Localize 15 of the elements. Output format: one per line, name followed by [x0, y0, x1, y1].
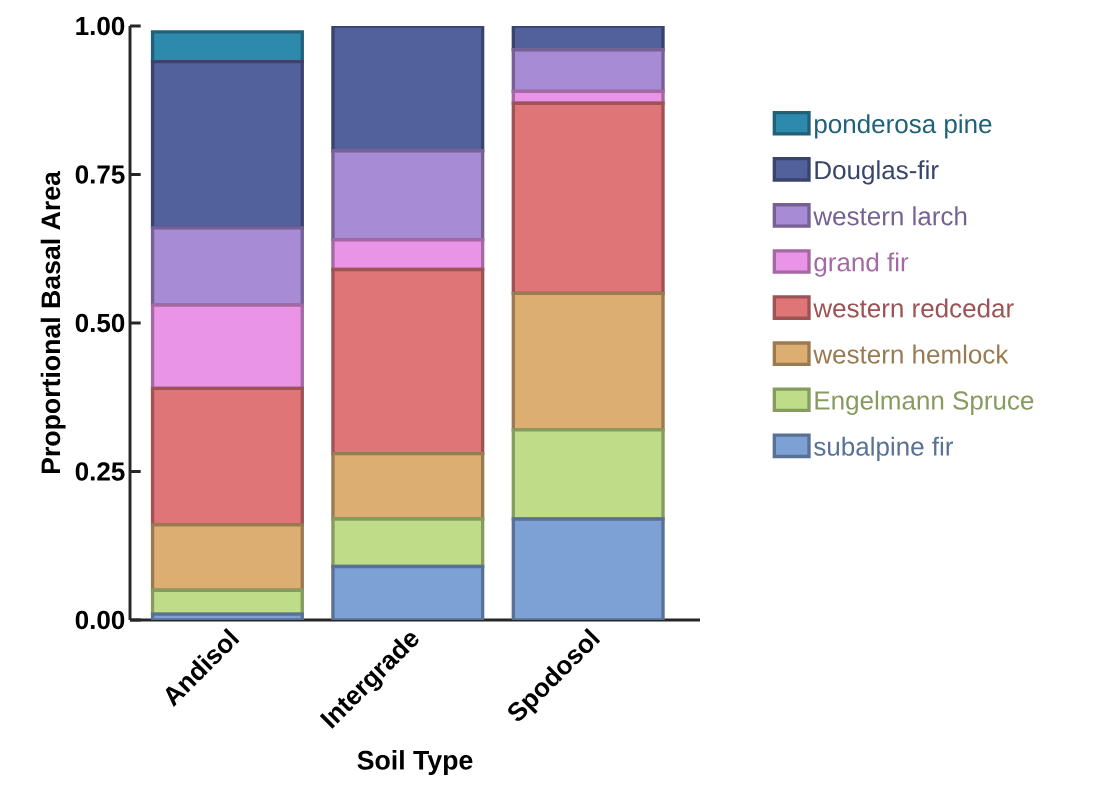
- y-tick-label: 0.75: [75, 165, 125, 184]
- x-axis-title: Soil Type: [357, 750, 473, 775]
- legend-label: grand fir: [814, 252, 909, 277]
- legend-label: western hemlock: [813, 344, 1009, 364]
- y-tick-label: 0.25: [75, 462, 125, 481]
- legend-label: Douglas-fir: [815, 160, 939, 185]
- y-tick-label: 1.00: [76, 16, 125, 36]
- legend-label: western redcedar: [813, 298, 1014, 318]
- legend-label: subalpine fir: [814, 436, 954, 461]
- y-axis-title: Proportional Basal Area: [40, 170, 66, 474]
- legend-label: Engelmann Spruce: [815, 390, 1034, 415]
- y-tick-label: 0.00: [75, 610, 125, 630]
- y-tick-label: 0.50: [75, 313, 125, 333]
- legend-label: ponderosa pine: [815, 114, 992, 139]
- legend-label: western larch: [813, 206, 967, 226]
